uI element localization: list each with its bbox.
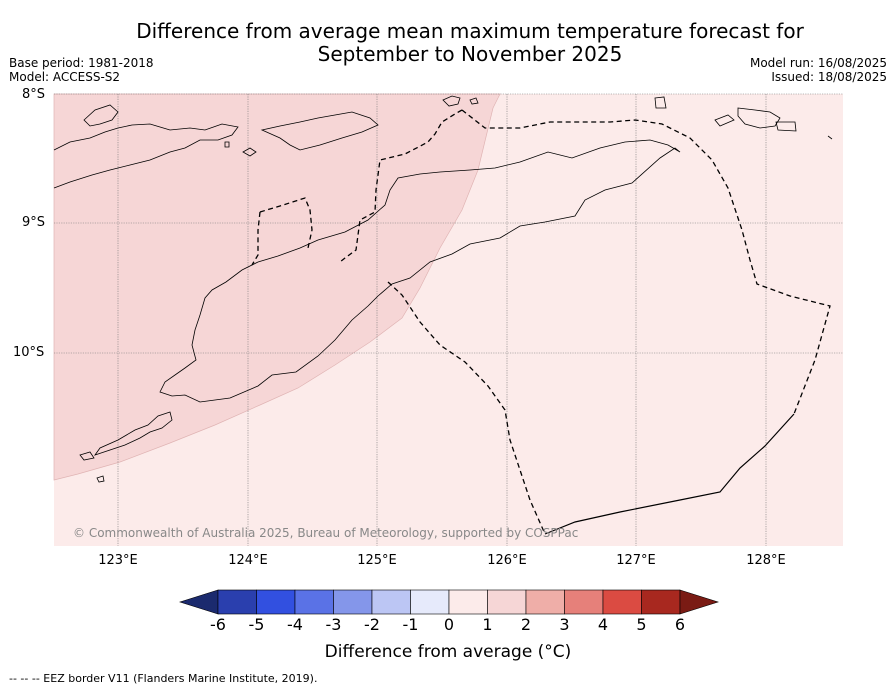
colorbar-swatch xyxy=(410,589,450,615)
colorbar-swatch xyxy=(333,589,373,615)
colorbar-tick-label: 1 xyxy=(482,615,493,634)
anomaly-region-west xyxy=(53,93,501,481)
eez-footnote: -- -- -- EEZ border V11 (Flanders Marine… xyxy=(9,672,318,685)
lon-label-126e: 126°E xyxy=(487,553,527,568)
colorbar-tick-label: -3 xyxy=(325,615,342,634)
map-title: Difference from average mean maximum tem… xyxy=(0,20,896,66)
colorbar xyxy=(179,589,719,615)
colorbar-tick-label: 0 xyxy=(443,615,455,634)
title-line-2: September to November 2025 xyxy=(317,42,623,66)
colorbar-swatch xyxy=(641,589,681,615)
colorbar-tick-label: -4 xyxy=(287,615,303,634)
colorbar-extend-low xyxy=(179,589,219,615)
model-run: Model run: 16/08/2025 xyxy=(749,56,887,70)
colorbar-swatch xyxy=(256,589,296,615)
base-period: Base period: 1981-2018 xyxy=(9,56,154,70)
colorbar-tick-label: -6 xyxy=(210,615,226,634)
colorbar-swatch xyxy=(487,589,527,615)
lat-label-9s: 9°S xyxy=(22,215,46,230)
coastlines xyxy=(53,95,833,483)
lon-label-125e: 125°E xyxy=(357,553,397,568)
eez-border xyxy=(251,109,831,535)
lon-label-124e: 124°E xyxy=(228,553,268,568)
colorbar-tick-label: -5 xyxy=(248,615,265,634)
issued-date: Issued: 18/08/2025 xyxy=(771,70,887,84)
eez-border-solid xyxy=(544,413,795,535)
colorbar-tick-label: 5 xyxy=(636,615,647,634)
colorbar-swatch xyxy=(525,589,565,615)
colorbar-tick-label: 6 xyxy=(674,615,686,634)
colorbar-swatch xyxy=(602,589,642,615)
lon-label-127e: 127°E xyxy=(616,553,656,568)
run-info: Model run: 16/08/2025 Issued: 18/08/2025 xyxy=(750,56,887,84)
model-info: Base period: 1981-2018 Model: ACCESS-S2 xyxy=(9,56,154,84)
colorbar-swatch xyxy=(564,589,604,615)
colorbar-tick-label: 3 xyxy=(559,615,570,634)
colorbar-tick-label: 4 xyxy=(597,615,609,634)
lon-label-128e: 128°E xyxy=(746,553,786,568)
lat-label-10s: 10°S xyxy=(13,345,45,360)
lat-label-8s: 8°S xyxy=(22,87,46,102)
lon-label-123e: 123°E xyxy=(98,553,138,568)
colorbar-swatch xyxy=(217,589,257,615)
colorbar-label: Difference from average (°C) xyxy=(324,642,572,662)
colorbar-swatch xyxy=(448,589,488,615)
grid-lines xyxy=(54,93,843,546)
colorbar-tick-label: -1 xyxy=(402,615,419,634)
title-line-1: Difference from average mean maximum tem… xyxy=(136,19,804,43)
colorbar-swatch xyxy=(371,589,411,615)
colorbar-tick-label: 2 xyxy=(520,615,532,634)
copyright-notice: © Commonwealth of Australia 2025, Bureau… xyxy=(73,526,579,540)
colorbar-tick-label: -2 xyxy=(364,615,380,634)
colorbar-extend-high xyxy=(679,589,719,615)
model-name: Model: ACCESS-S2 xyxy=(9,70,121,84)
colorbar-swatch xyxy=(294,589,334,615)
